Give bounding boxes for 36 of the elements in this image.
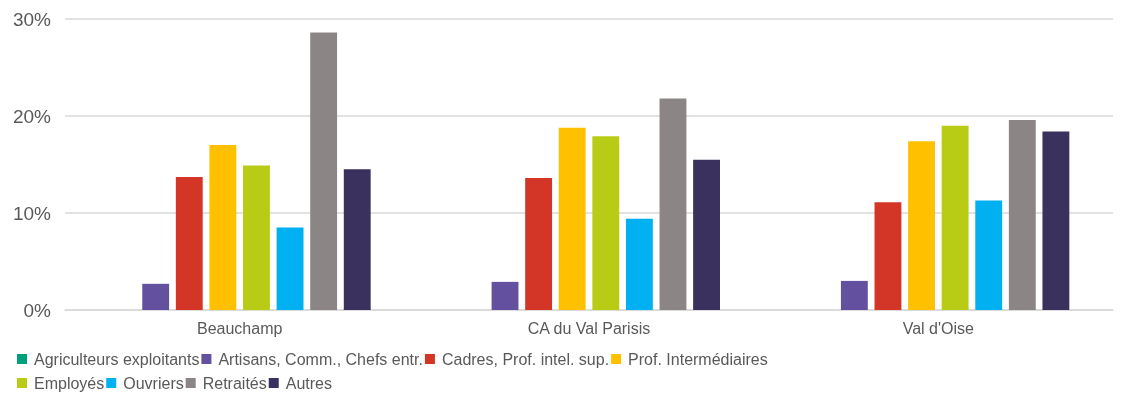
bar <box>209 145 237 310</box>
bar <box>874 202 902 310</box>
legend-label: Autres <box>285 374 332 392</box>
bar <box>243 165 270 310</box>
bar <box>693 159 720 310</box>
x-tick-label: CA du Val Parisis <box>527 319 651 337</box>
legend-label: Cadres, Prof. intel. sup. <box>441 350 610 368</box>
y-tick-label: 30% <box>12 8 52 30</box>
legend-label: Artisans, Comm., Chefs entr. <box>218 350 423 368</box>
x-tick-label: Val d'Oise <box>902 319 975 337</box>
y-tick-label: 0% <box>23 299 52 321</box>
bar <box>310 32 338 310</box>
legend-label: Agriculteurs exploitants <box>34 350 200 368</box>
bar <box>525 178 553 310</box>
x-tick-label: Beauchamp <box>196 319 283 337</box>
legend-label: Prof. Intermédiaires <box>628 350 768 368</box>
bar <box>558 127 586 310</box>
bar <box>1042 131 1070 310</box>
bar <box>625 218 653 310</box>
legend-label: Retraités <box>202 374 267 392</box>
bar <box>941 125 969 310</box>
y-tick-label: 10% <box>12 202 52 224</box>
bar <box>975 200 1003 310</box>
bar <box>840 280 868 310</box>
bar <box>908 141 935 310</box>
bar <box>276 227 304 310</box>
legend-label: Ouvriers <box>123 374 184 392</box>
bar <box>659 98 687 310</box>
bar <box>592 136 620 310</box>
legend-label: Employés <box>34 374 105 392</box>
y-tick-label: 20% <box>12 105 52 127</box>
bar <box>491 281 519 310</box>
bar <box>175 177 203 310</box>
bar <box>1008 119 1036 310</box>
bar <box>142 283 170 310</box>
bar <box>343 169 371 310</box>
